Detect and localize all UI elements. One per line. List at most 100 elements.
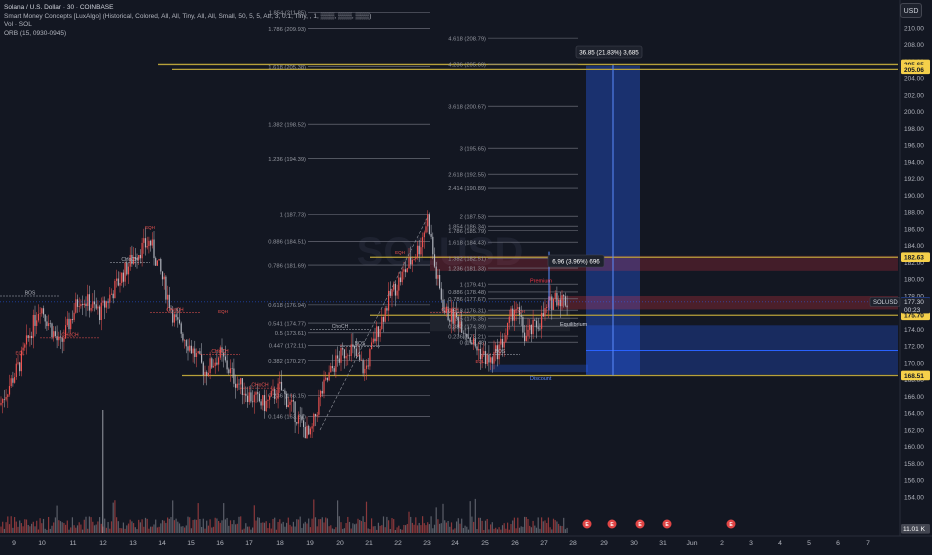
volume-bar (405, 525, 407, 533)
candle-body (80, 304, 82, 307)
time-tick-label: 2 (720, 540, 724, 547)
currency-selector[interactable]: USD (900, 3, 922, 18)
candle-body (294, 401, 296, 423)
candle-body (241, 378, 243, 395)
volume-bar (549, 527, 551, 533)
candle-body (141, 242, 143, 259)
candle-body (173, 314, 175, 323)
volume-badge-label: 11.01 K (903, 526, 926, 533)
volume-bar (308, 518, 310, 533)
earnings-icon[interactable] (606, 518, 618, 530)
fib-label-right: 4.236 (205.69) (448, 62, 486, 68)
candle-body (556, 293, 558, 306)
volume-bar (97, 521, 99, 533)
volume-bar (36, 520, 38, 533)
volume-bar (90, 517, 92, 533)
volume-bar (219, 522, 221, 533)
fib-label-left: 0.146 (163.61) (268, 415, 306, 421)
candle-body (401, 271, 403, 283)
candle-body (56, 336, 58, 341)
price-tick-label: 194.00 (904, 159, 924, 166)
candle-body (267, 399, 269, 401)
volume-bar (296, 519, 298, 533)
candle-body (473, 338, 475, 345)
volume-bar (554, 520, 556, 533)
volume-bar (170, 517, 172, 533)
volume-bar (450, 522, 453, 533)
fib-label-right: 2.618 (192.55) (448, 172, 486, 178)
indicator-smc[interactable]: Smart Money Concepts [LuxAlgo] (Historic… (4, 12, 372, 20)
time-tick-label: 31 (659, 540, 667, 547)
volume-bar (197, 503, 199, 533)
volume-spike (102, 410, 104, 533)
volume-bar (496, 529, 498, 533)
volume-bar (248, 526, 250, 533)
earnings-icon[interactable] (661, 518, 673, 530)
candle-body (167, 294, 169, 300)
indicator-orb[interactable]: ORB (15, 0930-0945) (4, 29, 67, 37)
candle-body (546, 307, 548, 309)
volume-bar (530, 527, 532, 533)
earnings-icon[interactable] (634, 518, 646, 530)
volume-bar (131, 521, 133, 533)
volume-bar (510, 524, 512, 533)
fib-label-right: 0.786 (177.67) (448, 297, 486, 303)
fib-label-right: 0.618 (176.31) (448, 308, 486, 314)
volume-bar (224, 519, 226, 533)
candle-body (398, 277, 400, 291)
candle-body (236, 383, 238, 388)
volume-bar (25, 519, 28, 533)
candle-body (170, 308, 172, 310)
volume-bar (110, 521, 113, 533)
volume-bar (457, 518, 459, 533)
volume-bar (342, 528, 344, 533)
candle-body (277, 383, 279, 399)
candle-body (326, 377, 328, 381)
time-tick-label: 10 (38, 540, 46, 547)
candle-body (471, 342, 473, 345)
candle-body (418, 245, 420, 255)
volume-bar (141, 519, 143, 533)
symbol-title[interactable]: Solana / U.S. Dollar · 30 · COINBASE (4, 4, 114, 11)
candle-body (7, 394, 9, 397)
volume-bar (340, 522, 342, 533)
candle-body (510, 308, 512, 317)
candle-body (483, 351, 485, 354)
candle-body (197, 351, 199, 354)
volume-bar (134, 527, 136, 533)
candle-body (537, 327, 539, 329)
structure-label: ChoCH (332, 324, 349, 330)
volume-bar (304, 521, 306, 533)
candle-body (39, 313, 41, 315)
volume-bar (262, 522, 264, 533)
earnings-icon[interactable] (725, 518, 737, 530)
earnings-icon-glyph: E (585, 522, 589, 528)
candle-body (260, 401, 262, 406)
indicator-volume[interactable]: Vol · SOL (4, 21, 32, 29)
candle-body (114, 280, 116, 299)
candle-body (386, 308, 388, 311)
price-tick-label: 156.00 (904, 478, 924, 485)
earnings-icon[interactable] (581, 518, 593, 530)
volume-bar (321, 517, 323, 533)
volume-bar (274, 517, 276, 533)
candle-body (372, 338, 374, 343)
volume-bar (138, 519, 140, 533)
volume-bar (432, 528, 434, 533)
candle-body (280, 381, 283, 391)
volume-bar (384, 527, 386, 533)
volume-bar (226, 517, 228, 533)
volume-bar (214, 517, 216, 533)
candle-body (226, 360, 228, 370)
time-tick-label: 5 (807, 540, 811, 547)
volume-bar (61, 522, 63, 533)
volume-bar (41, 523, 43, 533)
volume-bar (236, 523, 238, 533)
candle-body (211, 358, 213, 368)
candle-body (360, 359, 362, 361)
candle-body (3, 399, 5, 400)
candle-body (58, 336, 60, 341)
candle-body (437, 274, 439, 279)
